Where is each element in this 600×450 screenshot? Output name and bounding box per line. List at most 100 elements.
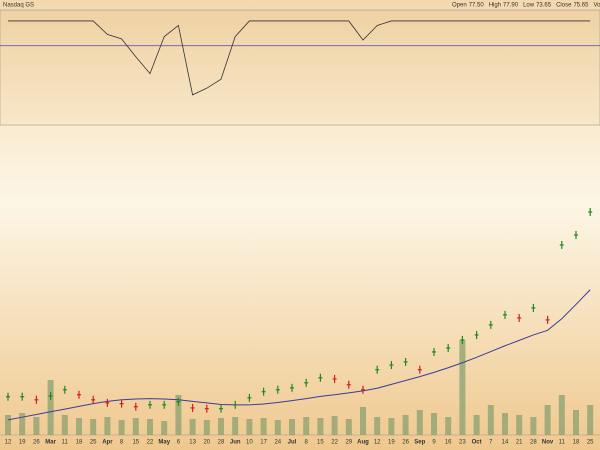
price-bar	[588, 207, 593, 216]
volume-bar	[402, 415, 409, 435]
volume-bar	[5, 415, 11, 435]
price-bar	[91, 395, 96, 404]
volume-bar	[473, 415, 480, 435]
volume-bar	[218, 418, 224, 435]
x-tick-label: 28	[530, 440, 537, 446]
price-bar	[460, 335, 465, 344]
x-tick-label: 20	[203, 440, 210, 446]
volume-bar	[558, 395, 565, 435]
x-tick-label: 8	[120, 440, 124, 446]
x-tick-label: May	[158, 440, 170, 446]
volume-bar	[19, 413, 26, 435]
x-tick-label: Oct	[472, 440, 482, 446]
volume-bar	[331, 416, 338, 435]
x-tick-label: Sep	[414, 440, 425, 446]
price-bar	[417, 365, 422, 374]
x-tick-label: 28	[218, 440, 225, 446]
price-bar	[531, 303, 536, 312]
quote-value: 77.50	[469, 3, 485, 9]
volume-bar	[104, 417, 111, 435]
price-bar	[432, 347, 436, 356]
x-tick-label: Apr	[102, 440, 113, 446]
moving-average-line	[7, 289, 591, 421]
volume-bar	[118, 420, 125, 435]
price-bar	[474, 330, 479, 339]
price-bar	[361, 385, 365, 394]
volume-bar	[502, 413, 508, 435]
x-tick-label: 25	[587, 440, 594, 446]
price-bar	[574, 230, 578, 239]
x-tick-label: 15	[317, 440, 324, 446]
x-tick-label: 11	[559, 440, 566, 446]
volume-bar	[289, 419, 295, 435]
price-bar	[545, 315, 550, 324]
price-bar	[219, 404, 223, 413]
x-tick-label: 7	[489, 440, 493, 446]
x-tick-label: 24	[274, 440, 281, 446]
x-tick-label: 19	[388, 440, 395, 446]
x-tick-label: 12	[374, 440, 381, 446]
quote-value: 73.65	[536, 3, 552, 9]
x-tick-label: 21	[516, 440, 523, 446]
volume-bar	[317, 418, 324, 435]
price-bar	[62, 385, 67, 394]
price-bar	[389, 361, 394, 370]
volume-bar	[161, 421, 168, 435]
price-bar	[6, 392, 10, 401]
quote-name: Volume	[593, 3, 600, 9]
price-bar	[290, 383, 294, 392]
price-bar	[559, 240, 564, 249]
indicator-panel	[0, 9, 600, 126]
x-tick-label: Mar	[45, 440, 56, 446]
volume-bar	[147, 419, 153, 435]
price-bar	[233, 400, 238, 409]
price-bar	[176, 397, 181, 406]
volume-bar	[260, 418, 267, 435]
price-bar	[275, 385, 280, 394]
x-tick-label: 23	[459, 440, 466, 446]
x-tick-label: Nov	[542, 440, 554, 446]
x-tick-label: 18	[76, 440, 83, 446]
volume-bar	[175, 395, 182, 435]
x-tick-label: 17	[260, 440, 267, 446]
price-bar	[503, 310, 507, 319]
x-tick-label: 13	[189, 440, 196, 446]
exchange-label: Nasdaq GS	[3, 3, 34, 9]
x-tick-label: 12	[5, 440, 12, 446]
price-bar	[261, 387, 266, 396]
volume-bar	[431, 413, 437, 435]
volume-bar	[132, 418, 139, 435]
volume-bar	[459, 340, 466, 435]
price-bar	[247, 393, 252, 402]
volume-bar	[61, 415, 68, 435]
x-tick-label: 6	[177, 440, 181, 446]
price-bar	[204, 404, 209, 413]
volume-bar	[303, 417, 310, 435]
price-bar	[375, 365, 380, 374]
volume-bar	[388, 418, 395, 435]
x-tick-label: 26	[33, 440, 40, 446]
volume-bar	[232, 417, 239, 435]
volume-bar	[416, 410, 423, 435]
price-bar	[446, 344, 451, 353]
x-tick-label: 25	[90, 440, 97, 446]
x-tick-label: 26	[402, 440, 409, 446]
volume-bar	[90, 419, 97, 435]
volume-bar	[203, 420, 210, 435]
x-tick-label: 10	[246, 440, 253, 446]
price-bar	[77, 390, 81, 399]
x-tick-label: 15	[132, 440, 139, 446]
volume-bar	[345, 419, 352, 435]
volume-bar	[587, 405, 594, 435]
quote-name: Open	[452, 3, 467, 9]
quote-value: 77.90	[503, 3, 519, 9]
price-bar	[133, 402, 138, 411]
x-tick-label: 29	[345, 440, 352, 446]
volume-bar	[246, 419, 253, 435]
price-bar	[346, 380, 351, 389]
x-tick-label: 16	[445, 440, 452, 446]
volume-bar	[360, 407, 366, 435]
price-bar	[190, 403, 195, 412]
